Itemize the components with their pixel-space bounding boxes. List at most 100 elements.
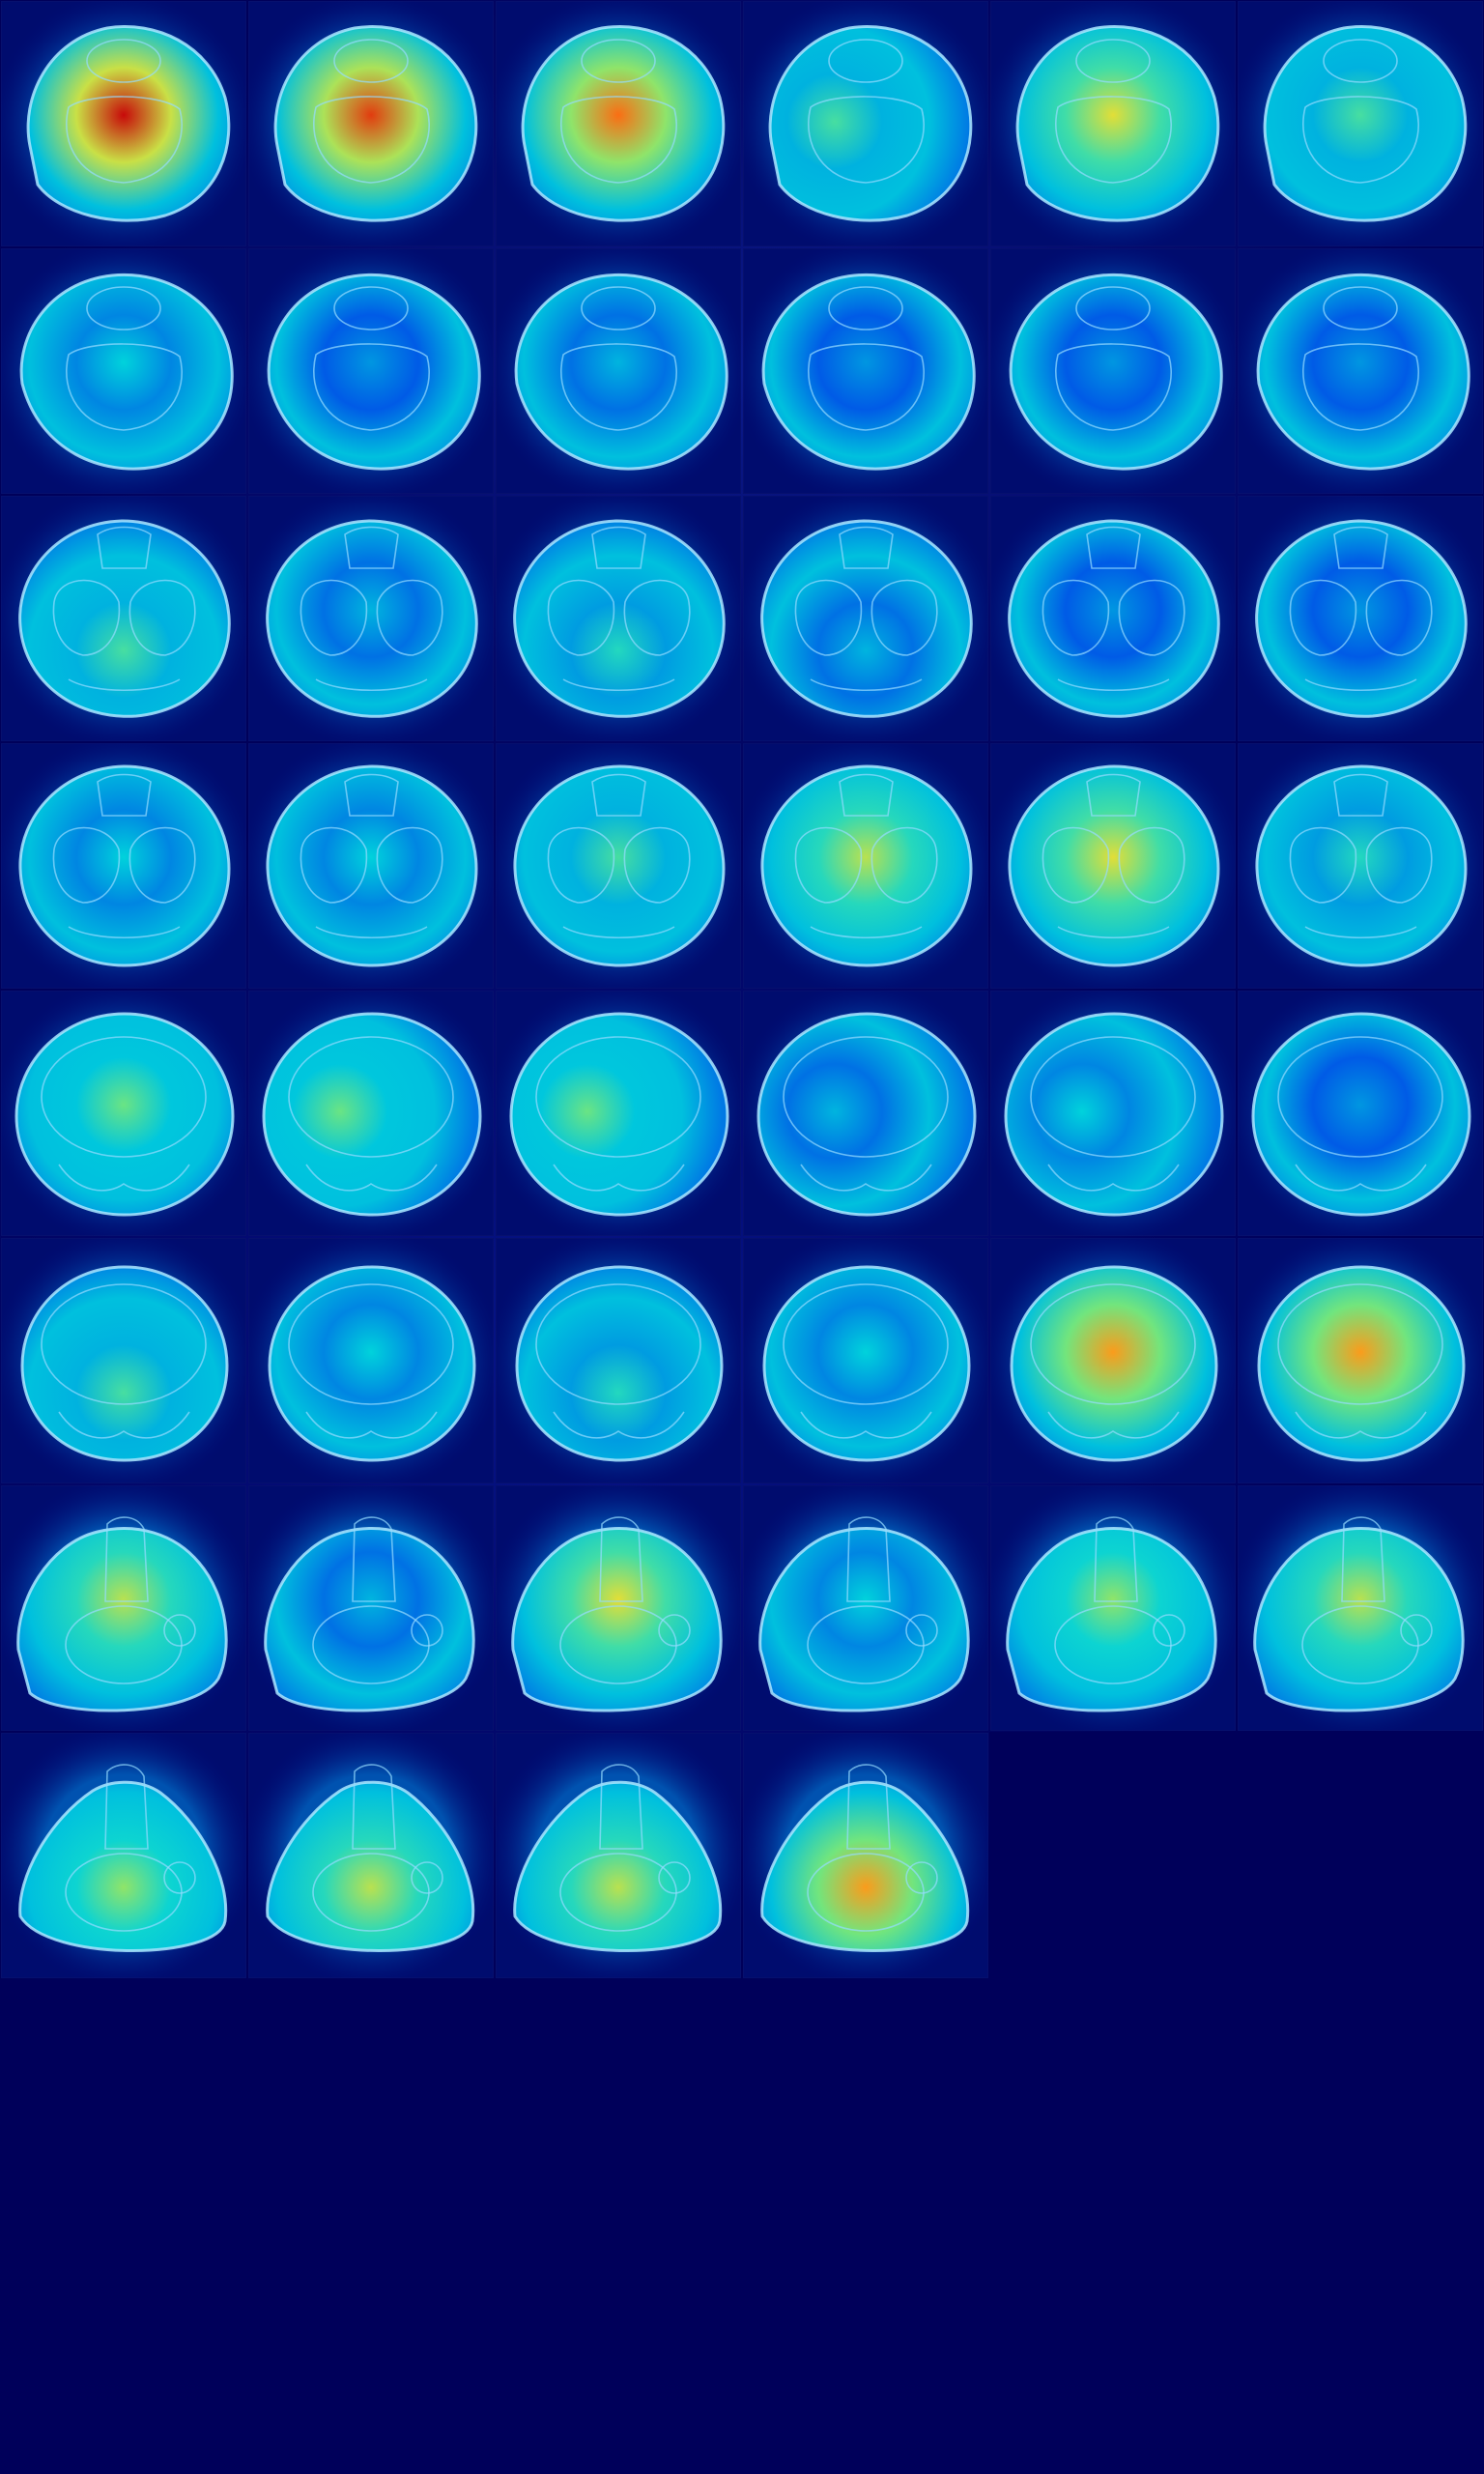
knee-cross-section [267, 273, 481, 471]
knee-cross-section [1255, 764, 1468, 967]
knee-cross-section [760, 519, 973, 718]
knee-cross-section [266, 519, 478, 718]
bone-contours [300, 526, 443, 692]
bone-contours [41, 1036, 207, 1192]
mri-slice-tile [743, 1238, 988, 1483]
bone-contours [1030, 1283, 1196, 1439]
mri-slice-tile [1, 496, 246, 741]
mri-slice-tile [496, 1485, 741, 1731]
mri-slice-tile [1238, 743, 1483, 989]
mri-slice-tile [743, 248, 988, 494]
mri-slice-tile [496, 1733, 741, 1978]
mri-slice-tile [990, 248, 1236, 494]
knee-cross-section [26, 25, 231, 222]
bone-contours [288, 1036, 454, 1192]
bone-contours [807, 1764, 938, 1932]
mri-slice-tile [248, 248, 494, 494]
mri-slice-tile [496, 743, 741, 989]
knee-cross-section [760, 764, 973, 967]
bone-contours [535, 1283, 701, 1439]
knee-cross-section [1256, 273, 1470, 471]
mri-slice-tile [990, 1, 1236, 246]
knee-cross-section [1263, 25, 1468, 222]
bone-contours [783, 1283, 949, 1439]
bone-contours [808, 286, 925, 431]
bone-contours [1289, 526, 1433, 692]
mri-slice-tile [990, 496, 1236, 741]
knee-cross-section [1257, 1265, 1466, 1462]
bone-contours [41, 1283, 207, 1439]
bone-contours [1030, 1036, 1196, 1192]
knee-cross-section [273, 25, 478, 222]
bone-contours [1301, 1516, 1433, 1684]
mri-slice-tile [1, 1485, 246, 1731]
mri-slice-tile [1238, 496, 1483, 741]
mri-slice-tile [1, 248, 246, 494]
mri-slice-tile [990, 743, 1236, 989]
bone-contours [1277, 1283, 1443, 1439]
mri-slice-tile [743, 1733, 988, 1978]
mri-slice-tile [743, 496, 988, 741]
bone-contours [1302, 39, 1419, 184]
bone-contours [560, 39, 677, 184]
knee-cross-section [266, 764, 478, 967]
knee-cross-section [756, 1012, 977, 1217]
knee-cross-section [515, 1265, 724, 1462]
mri-slice-tile [743, 743, 988, 989]
bone-contours [535, 1036, 701, 1192]
empty-grid-region [989, 1732, 1484, 1979]
bone-contours [1054, 1516, 1185, 1684]
knee-cross-section [514, 273, 728, 471]
knee-cross-section [18, 764, 231, 967]
knee-cross-section [762, 1265, 971, 1462]
mri-slice-tile [1238, 1238, 1483, 1483]
mri-slice-tile [248, 1238, 494, 1483]
bone-contours [66, 39, 183, 184]
mri-slice-tile [1238, 1, 1483, 246]
mri-slice-tile [248, 1733, 494, 1978]
mri-slice-tile [743, 1, 988, 246]
mri-slice-tile [248, 496, 494, 741]
bone-contours [288, 1283, 454, 1439]
bone-contours [52, 526, 196, 692]
knee-cross-section [509, 1012, 729, 1217]
knee-cross-section [262, 1012, 482, 1217]
mri-slice-tile [496, 991, 741, 1236]
mri-slice-tile [1, 743, 246, 989]
bone-contours [547, 773, 691, 939]
bone-contours [1289, 773, 1433, 939]
bone-contours [65, 1764, 196, 1932]
bone-contours [300, 773, 443, 939]
knee-cross-section [1010, 1265, 1218, 1462]
bone-contours [794, 526, 938, 692]
bone-contours [807, 1516, 938, 1684]
mri-slice-tile [743, 1485, 988, 1731]
knee-cross-section [268, 1265, 476, 1462]
bone-contours [783, 1036, 949, 1192]
mri-slice-tile [496, 1, 741, 246]
knee-cross-section [14, 1012, 235, 1217]
mri-slice-tile [1238, 991, 1483, 1236]
mri-slice-tile [743, 991, 988, 1236]
mri-slice-tile [248, 1, 494, 246]
bone-contours [1055, 39, 1172, 184]
bone-contours [313, 286, 430, 431]
knee-cross-section [1015, 25, 1220, 222]
bone-contours [312, 1764, 443, 1932]
mri-slice-tile [1, 1, 246, 246]
bone-contours [1055, 286, 1172, 431]
knee-cross-section [513, 764, 726, 967]
bone-contours [312, 1516, 443, 1684]
mri-slice-tile [496, 1238, 741, 1483]
mri-slice-tile [248, 743, 494, 989]
knee-cross-section [1251, 1012, 1471, 1217]
knee-cross-section [1009, 273, 1223, 471]
bone-contours [559, 1516, 691, 1684]
mri-slice-tile [1, 1238, 246, 1483]
bone-contours [560, 286, 677, 431]
bone-contours [1302, 286, 1419, 431]
knee-cross-section [513, 519, 726, 718]
bone-contours [559, 1764, 691, 1932]
mri-slice-tile [1, 991, 246, 1236]
